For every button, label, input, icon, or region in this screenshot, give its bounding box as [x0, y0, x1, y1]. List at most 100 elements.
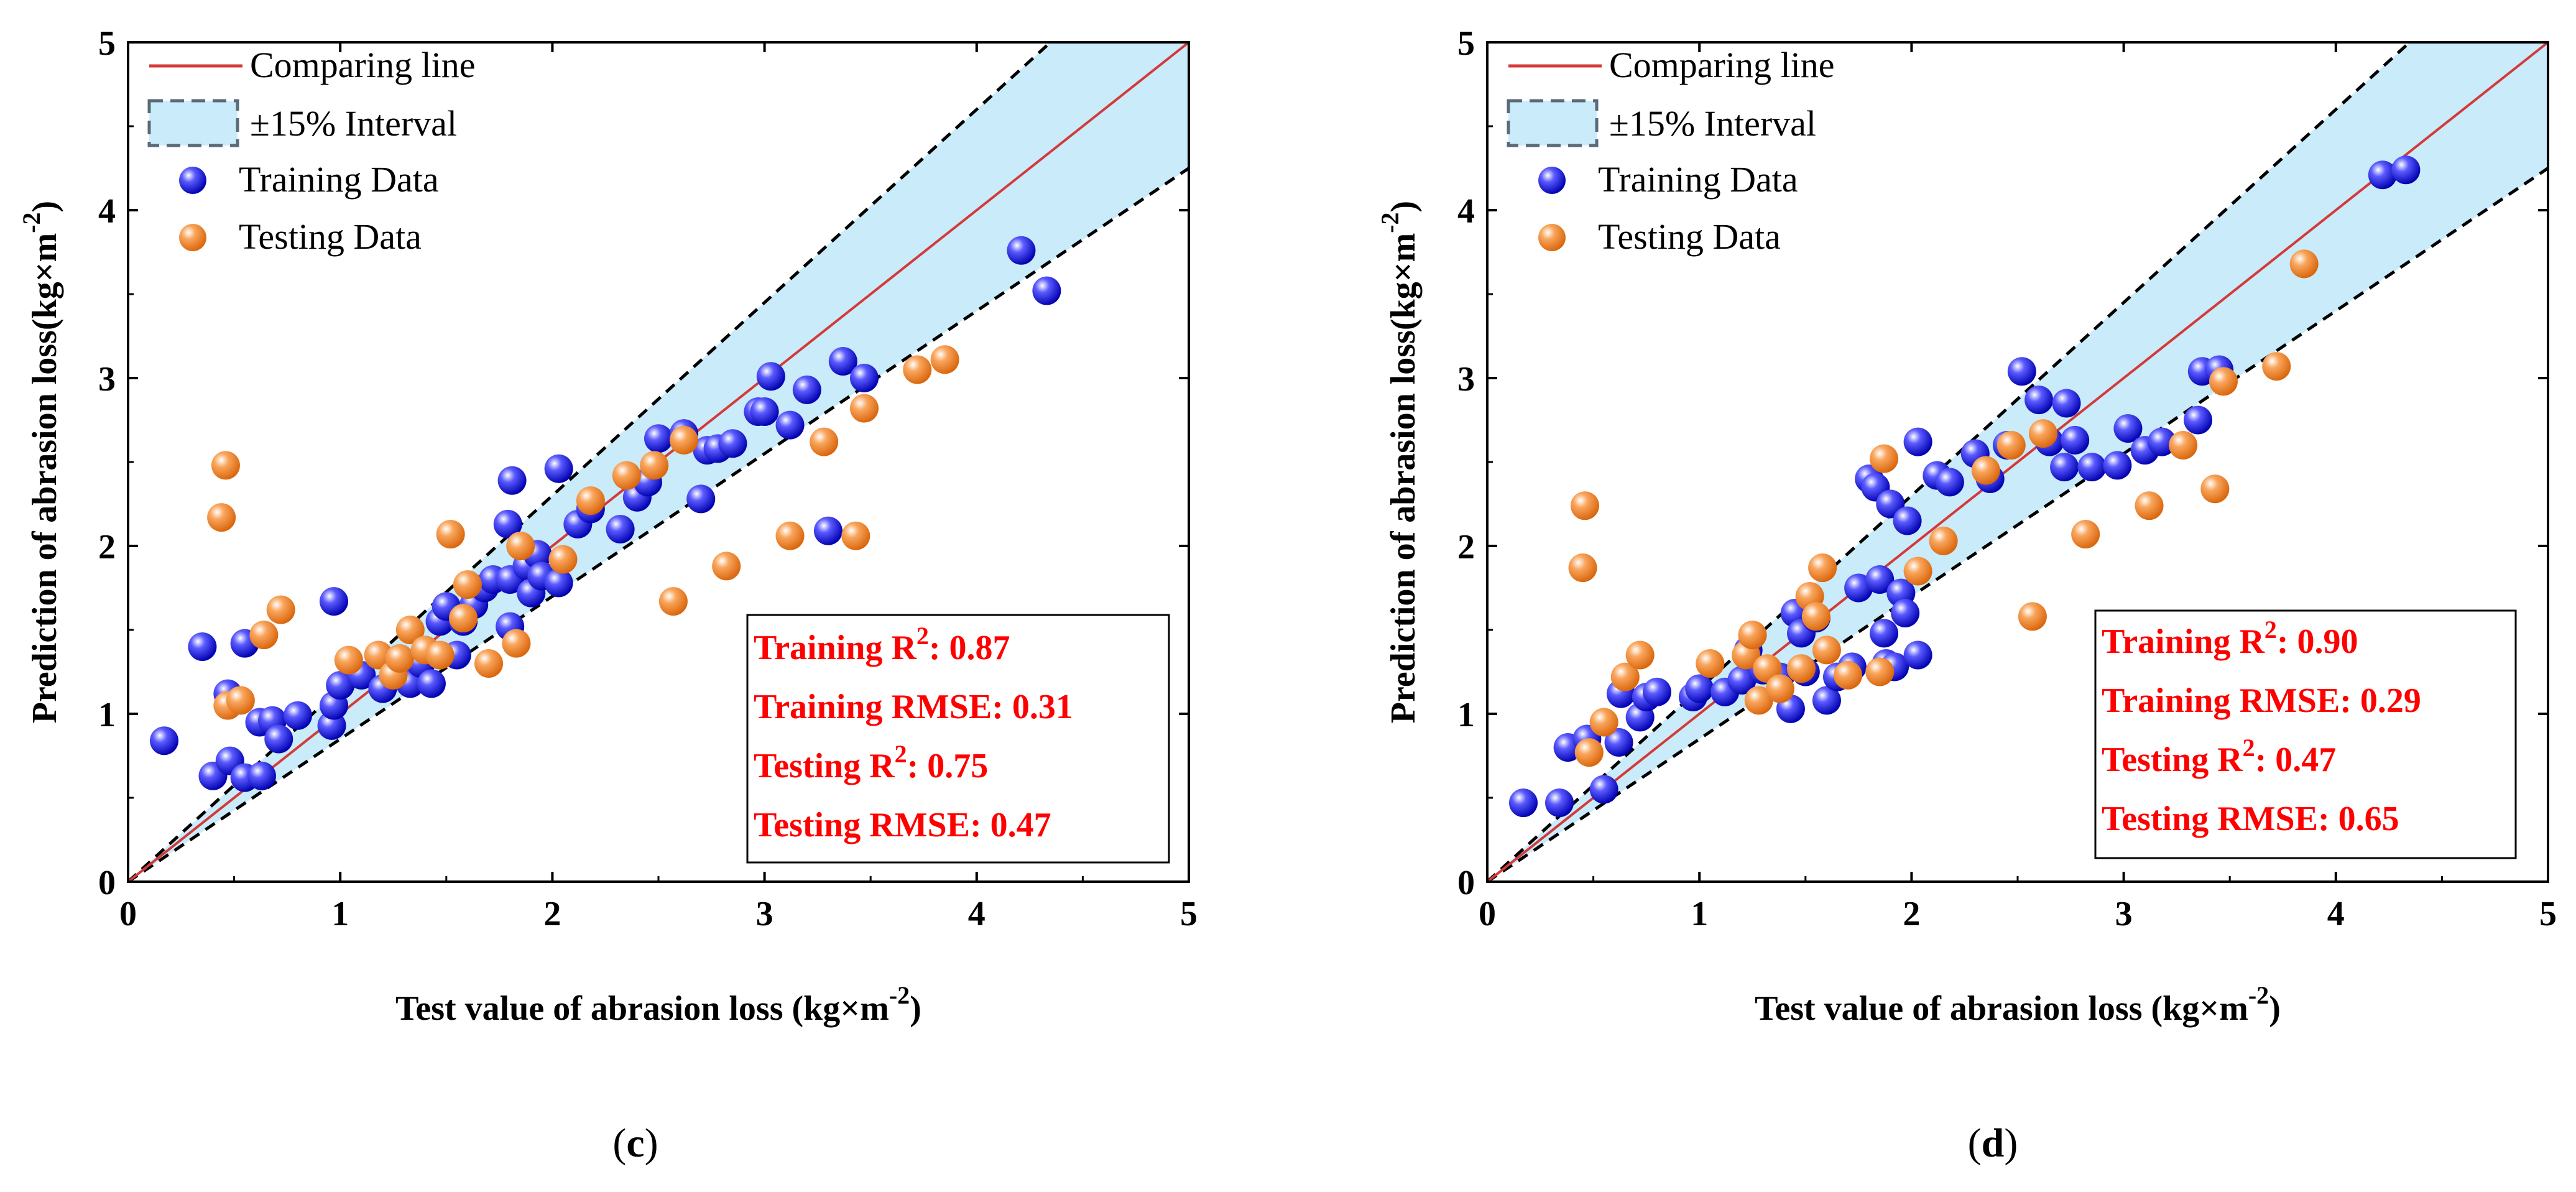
testing-point: [669, 425, 698, 455]
testing-point: [1870, 444, 1899, 473]
training-point: [718, 429, 747, 458]
testing-point: [1570, 491, 1599, 520]
training-point: [2061, 425, 2090, 455]
testing-point: [2169, 431, 2198, 460]
y-tick-label: 0: [98, 864, 116, 902]
testing-point: [576, 486, 605, 515]
training-point: [2368, 160, 2397, 190]
training-point: [1865, 565, 1895, 594]
training-point: [792, 375, 821, 404]
x-tick-label: 3: [756, 895, 773, 933]
y-tick-label: 5: [1457, 24, 1475, 63]
training-point: [188, 632, 217, 661]
legend-training-label: Training Data: [239, 159, 439, 200]
testing-point: [849, 394, 879, 423]
training-point: [1509, 788, 1538, 818]
testing-point: [2262, 352, 2291, 381]
testing-point: [810, 427, 839, 456]
stats-line: Testing RMSE: 0.47: [754, 806, 1051, 844]
training-point: [544, 568, 573, 598]
upper-bound-line: [1487, 42, 2412, 882]
testing-point: [1589, 708, 1618, 737]
training-point: [497, 466, 527, 495]
y-tick-label: 1: [1457, 696, 1475, 734]
plot-area: [1487, 42, 2548, 882]
x-tick-label: 1: [1691, 895, 1708, 933]
upper-bound-line: [128, 42, 1053, 882]
stats-line: Testing R2: 0.47: [2102, 734, 2336, 779]
testing-point: [930, 345, 959, 374]
testing-point: [449, 604, 478, 633]
training-point: [544, 454, 573, 483]
x-tick-label: 4: [968, 895, 986, 933]
testing-point: [506, 532, 535, 560]
training-point: [1685, 674, 1714, 703]
training-point: [247, 761, 276, 790]
training-point: [264, 724, 293, 754]
legend-training-marker: [179, 167, 206, 194]
testing-point: [502, 629, 531, 658]
training-point: [2050, 453, 2079, 482]
stats-line: Training RMSE: 0.29: [2102, 681, 2421, 720]
x-tick-label: 3: [2115, 895, 2133, 933]
training-point: [828, 347, 857, 376]
stats-box-frame: [2094, 609, 2517, 859]
training-point: [2184, 405, 2213, 435]
testing-point: [903, 355, 932, 384]
testing-point: [612, 461, 641, 490]
training-point: [1812, 686, 1841, 715]
stats-line: Training R2: 0.90: [2102, 616, 2358, 661]
testing-point: [436, 520, 465, 549]
training-point: [1589, 775, 1618, 804]
x-tick-label: 2: [1903, 895, 1920, 933]
testing-point: [775, 521, 805, 550]
training-point: [1642, 677, 1671, 706]
y-tick-label: 4: [98, 192, 116, 231]
training-point: [2024, 386, 2054, 415]
training-point: [493, 509, 522, 538]
training-point: [2007, 357, 2036, 386]
stats-box-frame: [746, 614, 1170, 864]
testing-point: [1738, 621, 1767, 650]
training-point: [750, 397, 779, 426]
y-tick-label: 3: [98, 360, 116, 399]
x-axis-title: Test value of abrasion loss (kg×m-2): [395, 981, 921, 1028]
testing-point: [548, 545, 578, 574]
testing-point: [1812, 635, 1841, 665]
lower-bound-line: [1487, 167, 2548, 882]
testing-point: [1568, 553, 1597, 583]
training-point: [2103, 451, 2132, 480]
testing-point: [1929, 526, 1958, 555]
lower-bound-line: [128, 167, 1189, 882]
testing-point: [226, 686, 255, 715]
testing-point: [2200, 474, 2230, 504]
training-point: [319, 587, 348, 616]
testing-point: [1744, 686, 1773, 715]
training-point: [2391, 155, 2421, 185]
x-tick-label: 4: [2327, 895, 2345, 933]
testing-point: [453, 570, 482, 599]
legend-training-marker: [1538, 167, 1566, 194]
training-point: [1032, 276, 1061, 305]
legend: Comparing line ±15% Interval Training Data…: [1507, 45, 1834, 257]
training-point: [2052, 389, 2081, 418]
testing-point: [1808, 553, 1837, 583]
legend-testing-marker: [1538, 224, 1566, 251]
testing-point: [334, 645, 363, 675]
testing-point: [2289, 249, 2319, 279]
legend-interval-label: ±15% Interval: [1609, 103, 1816, 144]
testing-point: [425, 640, 455, 670]
x-tick-label: 1: [331, 895, 349, 933]
y-tick-label: 3: [1457, 360, 1475, 399]
training-point: [606, 515, 635, 543]
training-point: [1903, 427, 1932, 456]
stats-line: Training RMSE: 0.31: [754, 688, 1073, 726]
testing-point: [1696, 649, 1725, 678]
testing-point: [2018, 602, 2047, 631]
x-tick-label: 5: [1180, 895, 1198, 933]
testing-point: [207, 503, 236, 532]
y-tick-label: 4: [1457, 192, 1475, 231]
training-point: [775, 410, 805, 440]
stats-line: Training R2: 0.87: [754, 622, 1010, 667]
training-point: [326, 671, 355, 700]
